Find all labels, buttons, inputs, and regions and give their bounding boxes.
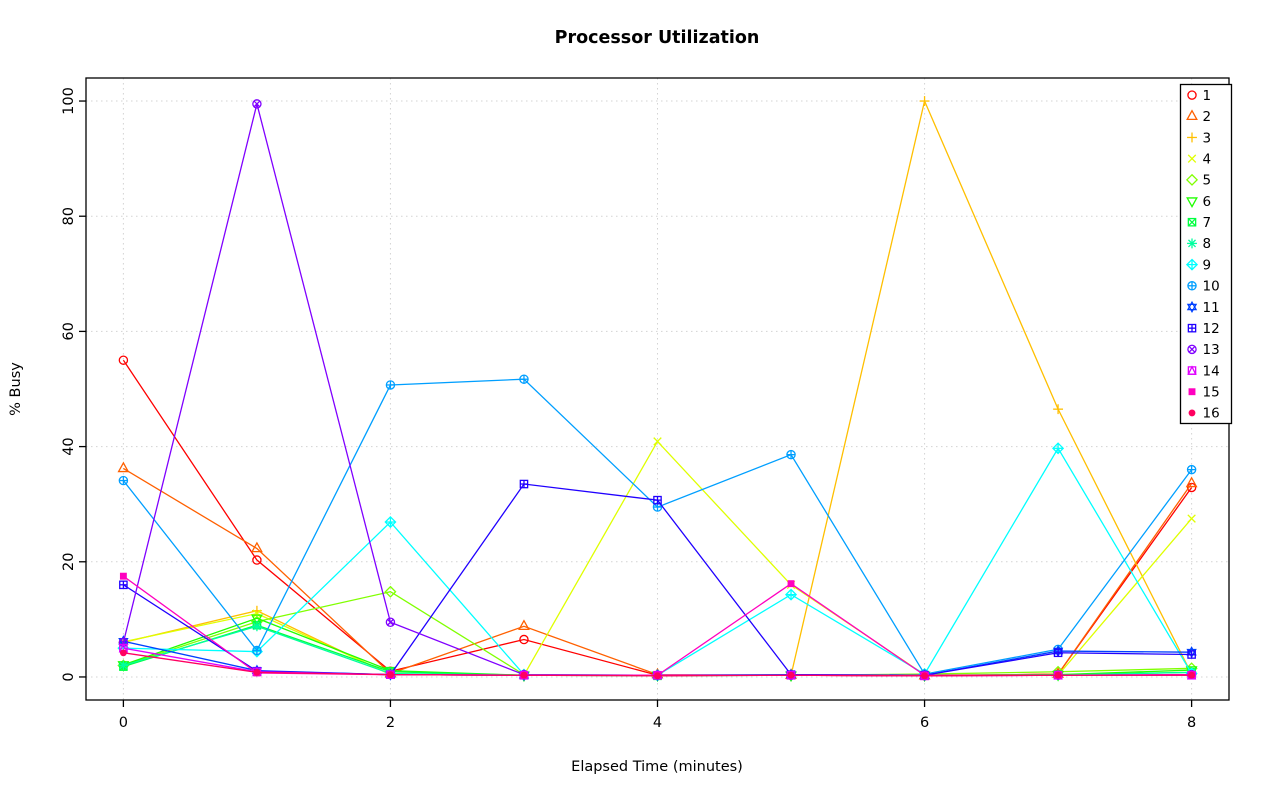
legend-label: 16 xyxy=(1203,406,1220,422)
y-tick-label: 100 xyxy=(61,87,77,115)
open-triangle-down-icon xyxy=(1186,197,1198,208)
legend-item-13: 13 xyxy=(1187,342,1220,358)
filled-circle-markers xyxy=(119,649,1196,680)
y-axis-title: % Busy xyxy=(8,362,24,416)
legend-label: 5 xyxy=(1203,173,1212,189)
legend-item-3: 3 xyxy=(1187,130,1211,146)
series-layer xyxy=(117,96,1198,683)
legend-label: 10 xyxy=(1203,279,1220,295)
legend-label: 11 xyxy=(1203,300,1220,316)
legend-item-7: 7 xyxy=(1187,215,1212,231)
open-circle-icon xyxy=(1187,90,1197,100)
x-axis-title: Elapsed Time (minutes) xyxy=(571,759,743,775)
legend-label: 4 xyxy=(1203,151,1212,167)
star-of-david-icon xyxy=(1186,300,1198,314)
circle-plus-markers xyxy=(118,374,1197,679)
diamond-plus-icon xyxy=(1185,258,1199,271)
y-tick-label: 80 xyxy=(61,207,77,225)
legend-label: 6 xyxy=(1203,194,1212,210)
x-tick-label: 4 xyxy=(653,715,662,731)
series-10 xyxy=(118,374,1197,679)
legend-label: 8 xyxy=(1203,236,1212,252)
legend-label: 15 xyxy=(1203,385,1220,401)
legend-item-14: 14 xyxy=(1187,363,1220,379)
y-tick-label: 0 xyxy=(61,672,77,681)
legend-label: 2 xyxy=(1203,109,1212,125)
cross-icon xyxy=(1187,154,1197,163)
open-triangle-up-icon xyxy=(1186,109,1198,121)
legend-item-12: 12 xyxy=(1187,321,1220,337)
legend-label: 12 xyxy=(1203,321,1220,337)
filled-square-icon xyxy=(1188,388,1196,396)
x-tick-label: 8 xyxy=(1187,715,1196,731)
legend-label: 14 xyxy=(1203,363,1220,379)
legend-item-15: 15 xyxy=(1188,385,1220,401)
legend-label: 7 xyxy=(1203,215,1212,231)
square-plus-icon xyxy=(1187,323,1197,333)
asterisk-icon xyxy=(1187,238,1197,249)
legend-item-4: 4 xyxy=(1187,151,1212,167)
legend-label: 13 xyxy=(1203,342,1220,358)
circle-plus-icon xyxy=(1187,281,1197,291)
x-tick-label: 6 xyxy=(920,715,929,731)
open-diamond-icon xyxy=(1185,173,1199,186)
legend-item-10: 10 xyxy=(1187,279,1220,295)
legend-item-9: 9 xyxy=(1185,257,1212,273)
filled-circle-icon xyxy=(1188,409,1196,417)
square-cross-icon xyxy=(1187,217,1197,227)
legend-item-11: 11 xyxy=(1186,300,1220,316)
series-13 xyxy=(118,99,1197,680)
plus-icon xyxy=(1187,132,1197,143)
y-tick-label: 20 xyxy=(61,553,77,571)
legend-item-2: 2 xyxy=(1186,109,1212,125)
series-2 xyxy=(117,461,1198,680)
square-triangle-icon xyxy=(1187,365,1197,375)
circle-cross-icon xyxy=(1187,344,1197,355)
legend-item-1: 1 xyxy=(1187,88,1212,104)
chart-title: Processor Utilization xyxy=(555,28,760,48)
legend-label: 9 xyxy=(1203,257,1212,273)
legend-label: 3 xyxy=(1203,130,1212,146)
legend-item-8: 8 xyxy=(1187,236,1211,252)
series-16 xyxy=(119,649,1196,680)
y-tick-label: 40 xyxy=(61,437,77,455)
y-tick-label: 60 xyxy=(61,322,77,340)
x-tick-label: 0 xyxy=(119,715,128,731)
legend-item-16: 16 xyxy=(1188,406,1220,422)
circle-cross-markers xyxy=(118,99,1197,680)
legend-item-5: 5 xyxy=(1185,173,1212,189)
legend-label: 1 xyxy=(1203,88,1212,104)
legend-item-6: 6 xyxy=(1186,194,1212,210)
x-tick-label: 2 xyxy=(386,715,395,731)
